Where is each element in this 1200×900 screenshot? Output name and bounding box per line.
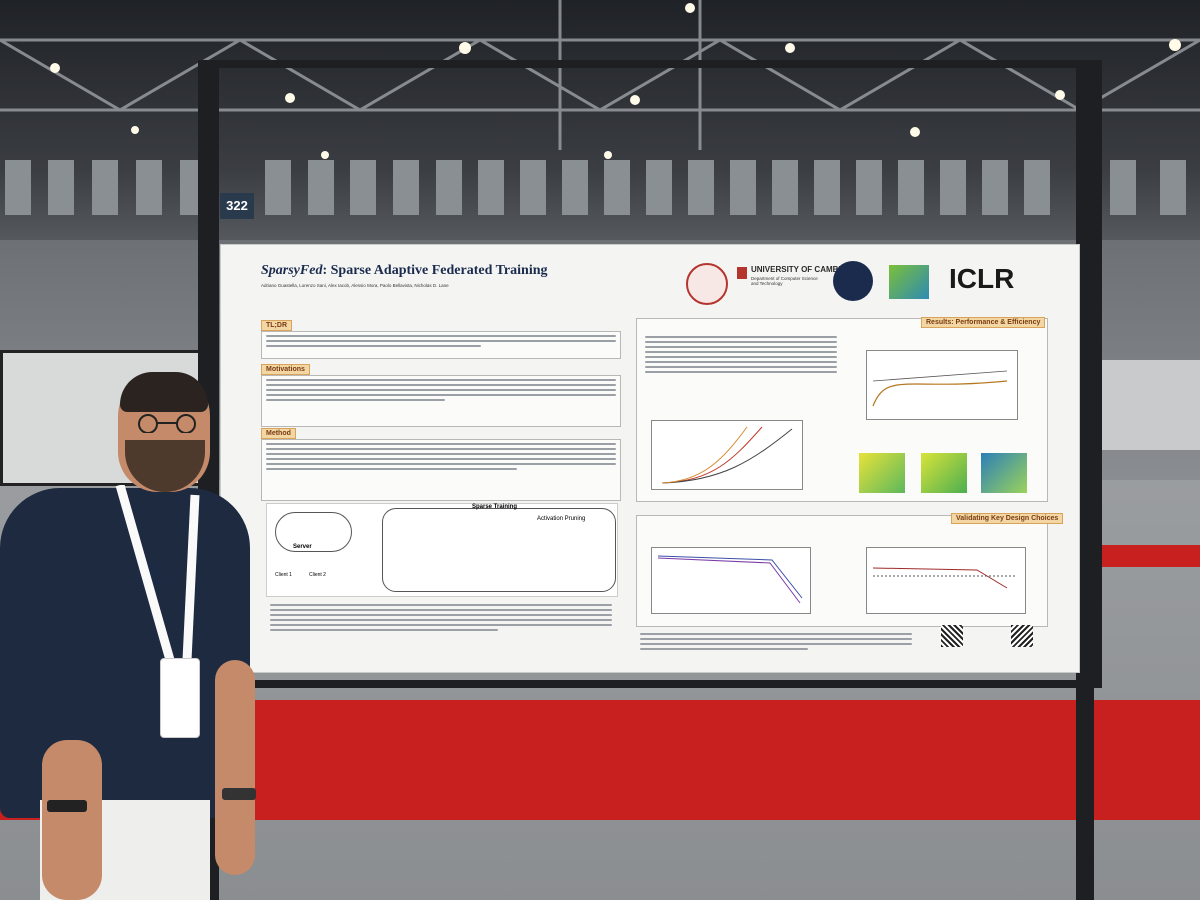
server-cloud-icon (275, 512, 352, 552)
section-results-header: Results: Performance & Efficiency (921, 317, 1046, 328)
key-components-text (266, 601, 616, 661)
mask-heatmap-2 (921, 453, 967, 493)
presenter-right-arm (215, 660, 255, 875)
cambridge-logo-text: UNIVERSITY OF CAMBRIDGE (751, 265, 864, 274)
cambridge-crest-icon (737, 267, 747, 279)
poster-title-italic: SparsyFed (261, 263, 323, 278)
presenter-left-arm (42, 740, 102, 900)
presenter-hair (120, 372, 208, 412)
poster-title: SparsyFed: Sparse Adaptive Federated Tra… (261, 263, 548, 279)
booth-number: 322 (220, 193, 254, 219)
poster: SparsyFed: Sparse Adaptive Federated Tra… (221, 245, 1079, 672)
tldr-text-block (261, 331, 621, 359)
section-validating-header: Validating Key Design Choices (951, 513, 1064, 524)
motivations-text-block (261, 375, 621, 427)
bologna-seal-icon (686, 263, 728, 305)
name-badge (160, 658, 200, 738)
qr-code-paper-icon (941, 625, 963, 647)
sparse-training-label: Sparse Training (472, 504, 518, 510)
results-table (641, 333, 841, 413)
poster-title-rest: : Sparse Adaptive Federated Training (322, 263, 548, 278)
section-motivations-header: Motivations (261, 364, 310, 375)
method-text-block (261, 439, 621, 501)
glasses-icon (124, 413, 208, 434)
client1-label: Client 1 (275, 572, 292, 578)
sparsity-chart (866, 350, 1018, 420)
lab-logo-icon (833, 261, 873, 301)
cambridge-dept-text: Department of Computer Science and Techn… (751, 276, 818, 286)
red-carpet-far (1100, 545, 1200, 567)
references-text (636, 630, 916, 660)
client2-label: Client 2 (309, 572, 326, 578)
exponent-chart (866, 547, 1026, 614)
server-label: Server (293, 544, 312, 550)
section-tldr-header: TL;DR (261, 320, 292, 331)
sparse-training-box (382, 508, 616, 592)
qr-code-repo-icon (1011, 625, 1033, 647)
presenter-shirt (0, 488, 250, 818)
mask-heatmap-3 (981, 453, 1027, 493)
neighbor-board-right (1100, 360, 1200, 450)
iclr-logo-text: ICLR (949, 263, 1015, 294)
board-post-right (1076, 60, 1094, 900)
activation-pruning-label: Activation Pruning (537, 516, 586, 522)
section-method-header: Method (261, 428, 296, 439)
watch-icon (47, 800, 87, 812)
communication-chart (651, 420, 803, 490)
poster-authors: Adriano Guastella, Lorenzo Sani, Alex Ia… (261, 283, 449, 288)
lanyard (115, 483, 205, 665)
bracelet-icon (222, 788, 256, 800)
poster-board-frame (198, 60, 1102, 688)
mask-heatmap-1 (859, 453, 905, 493)
flower-logo-icon (889, 265, 929, 299)
reparam-chart (651, 547, 811, 614)
method-diagram: Server Client 1 Client 2 Sparse Training… (266, 503, 618, 597)
